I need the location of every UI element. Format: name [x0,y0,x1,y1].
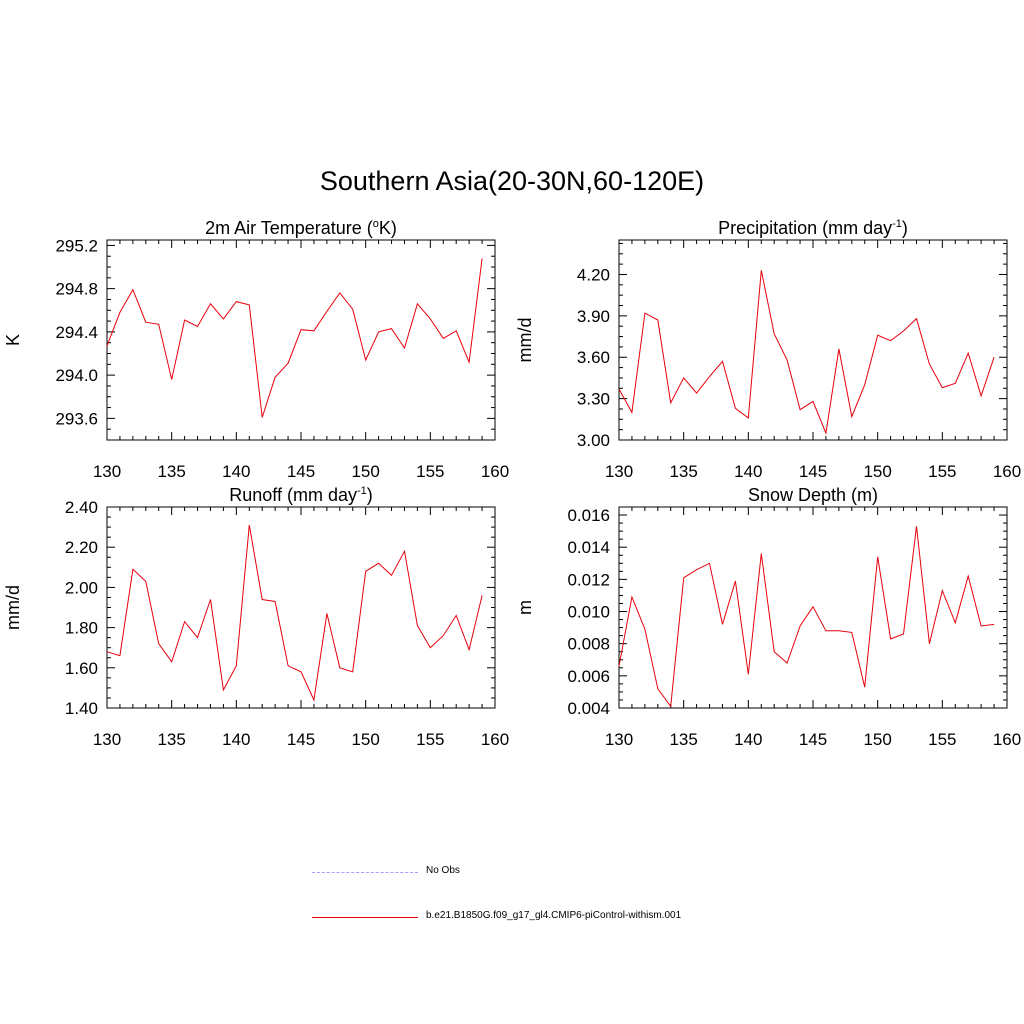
x-tick-label: 140 [222,462,250,481]
y-tick-label: 0.004 [567,699,610,718]
y-tick-label: 294.8 [55,280,98,299]
legend-entry-model: b.e21.B1850G.f09_g17_gl4.CMIP6-piControl… [312,908,772,928]
x-tick-label: 150 [351,462,379,481]
x-tick-label: 155 [416,730,444,749]
y-tick-label: 295.2 [55,236,98,255]
y-tick-label: 1.40 [65,699,98,718]
legend-label-obs: No Obs [426,865,460,876]
y-tick-label: 2.40 [65,498,98,517]
y-tick-label: 294.4 [55,323,98,342]
x-tick-label: 160 [993,462,1021,481]
y-tick-label: 4.20 [577,265,610,284]
legend-swatch-model [312,917,418,918]
series-line [618,270,995,435]
x-tick-label: 155 [416,462,444,481]
plot-frame [106,239,496,441]
series-line [618,526,995,708]
x-tick-label: 130 [605,730,633,749]
x-tick-label: 150 [863,462,891,481]
y-axis-label: mm/d [3,585,23,630]
x-tick-label: 160 [481,730,509,749]
x-tick-label: 140 [734,730,762,749]
x-tick-label: 135 [669,730,697,749]
x-tick-label: 160 [481,462,509,481]
plot-frame [106,506,496,709]
legend-label-model: b.e21.B1850G.f09_g17_gl4.CMIP6-piControl… [426,910,682,921]
y-tick-label: 0.014 [567,538,610,557]
figure-title: Southern Asia(20-30N,60-120E) [319,166,705,196]
panel-title: Snow Depth (m) [748,485,878,505]
y-tick-label: 2.00 [65,578,98,597]
x-tick-label: 150 [351,730,379,749]
y-tick-label: 293.6 [55,409,98,428]
panel-title: Precipitation (mm day-1) [718,218,908,238]
y-tick-label: 3.60 [577,348,610,367]
x-tick-label: 150 [863,730,891,749]
x-tick-label: 145 [287,730,315,749]
y-tick-label: 0.006 [567,667,610,686]
x-tick-label: 145 [287,462,315,481]
plot-frame [618,239,1008,441]
y-tick-label: 3.30 [577,390,610,409]
panel-title: Runoff (mm day-1) [229,485,373,505]
y-axis-label: mm/d [515,318,535,363]
x-tick-label: 145 [799,730,827,749]
y-tick-label: 2.20 [65,538,98,557]
x-tick-label: 155 [928,730,956,749]
legend-swatch-obs [312,872,418,873]
series-line [106,525,483,702]
panel-title: 2m Air Temperature (oK) [205,218,397,238]
y-tick-label: 0.016 [567,506,610,525]
y-tick-label: 294.0 [55,366,98,385]
series-line [106,258,483,418]
x-tick-label: 140 [222,730,250,749]
y-tick-label: 0.012 [567,570,610,589]
x-tick-label: 140 [734,462,762,481]
x-tick-label: 135 [157,462,185,481]
x-tick-label: 145 [799,462,827,481]
legend-entry-obs: No Obs [312,863,772,883]
y-tick-label: 3.00 [577,431,610,450]
y-tick-label: 1.60 [65,659,98,678]
y-tick-label: 1.80 [65,619,98,638]
y-tick-label: 0.010 [567,603,610,622]
x-tick-label: 130 [93,730,121,749]
y-axis-label: K [3,334,23,346]
x-tick-label: 160 [993,730,1021,749]
x-tick-label: 135 [669,462,697,481]
y-axis-label: m [515,600,535,615]
y-tick-label: 0.008 [567,635,610,654]
x-tick-label: 135 [157,730,185,749]
x-tick-label: 155 [928,462,956,481]
x-tick-label: 130 [605,462,633,481]
x-tick-label: 130 [93,462,121,481]
y-tick-label: 3.90 [577,307,610,326]
